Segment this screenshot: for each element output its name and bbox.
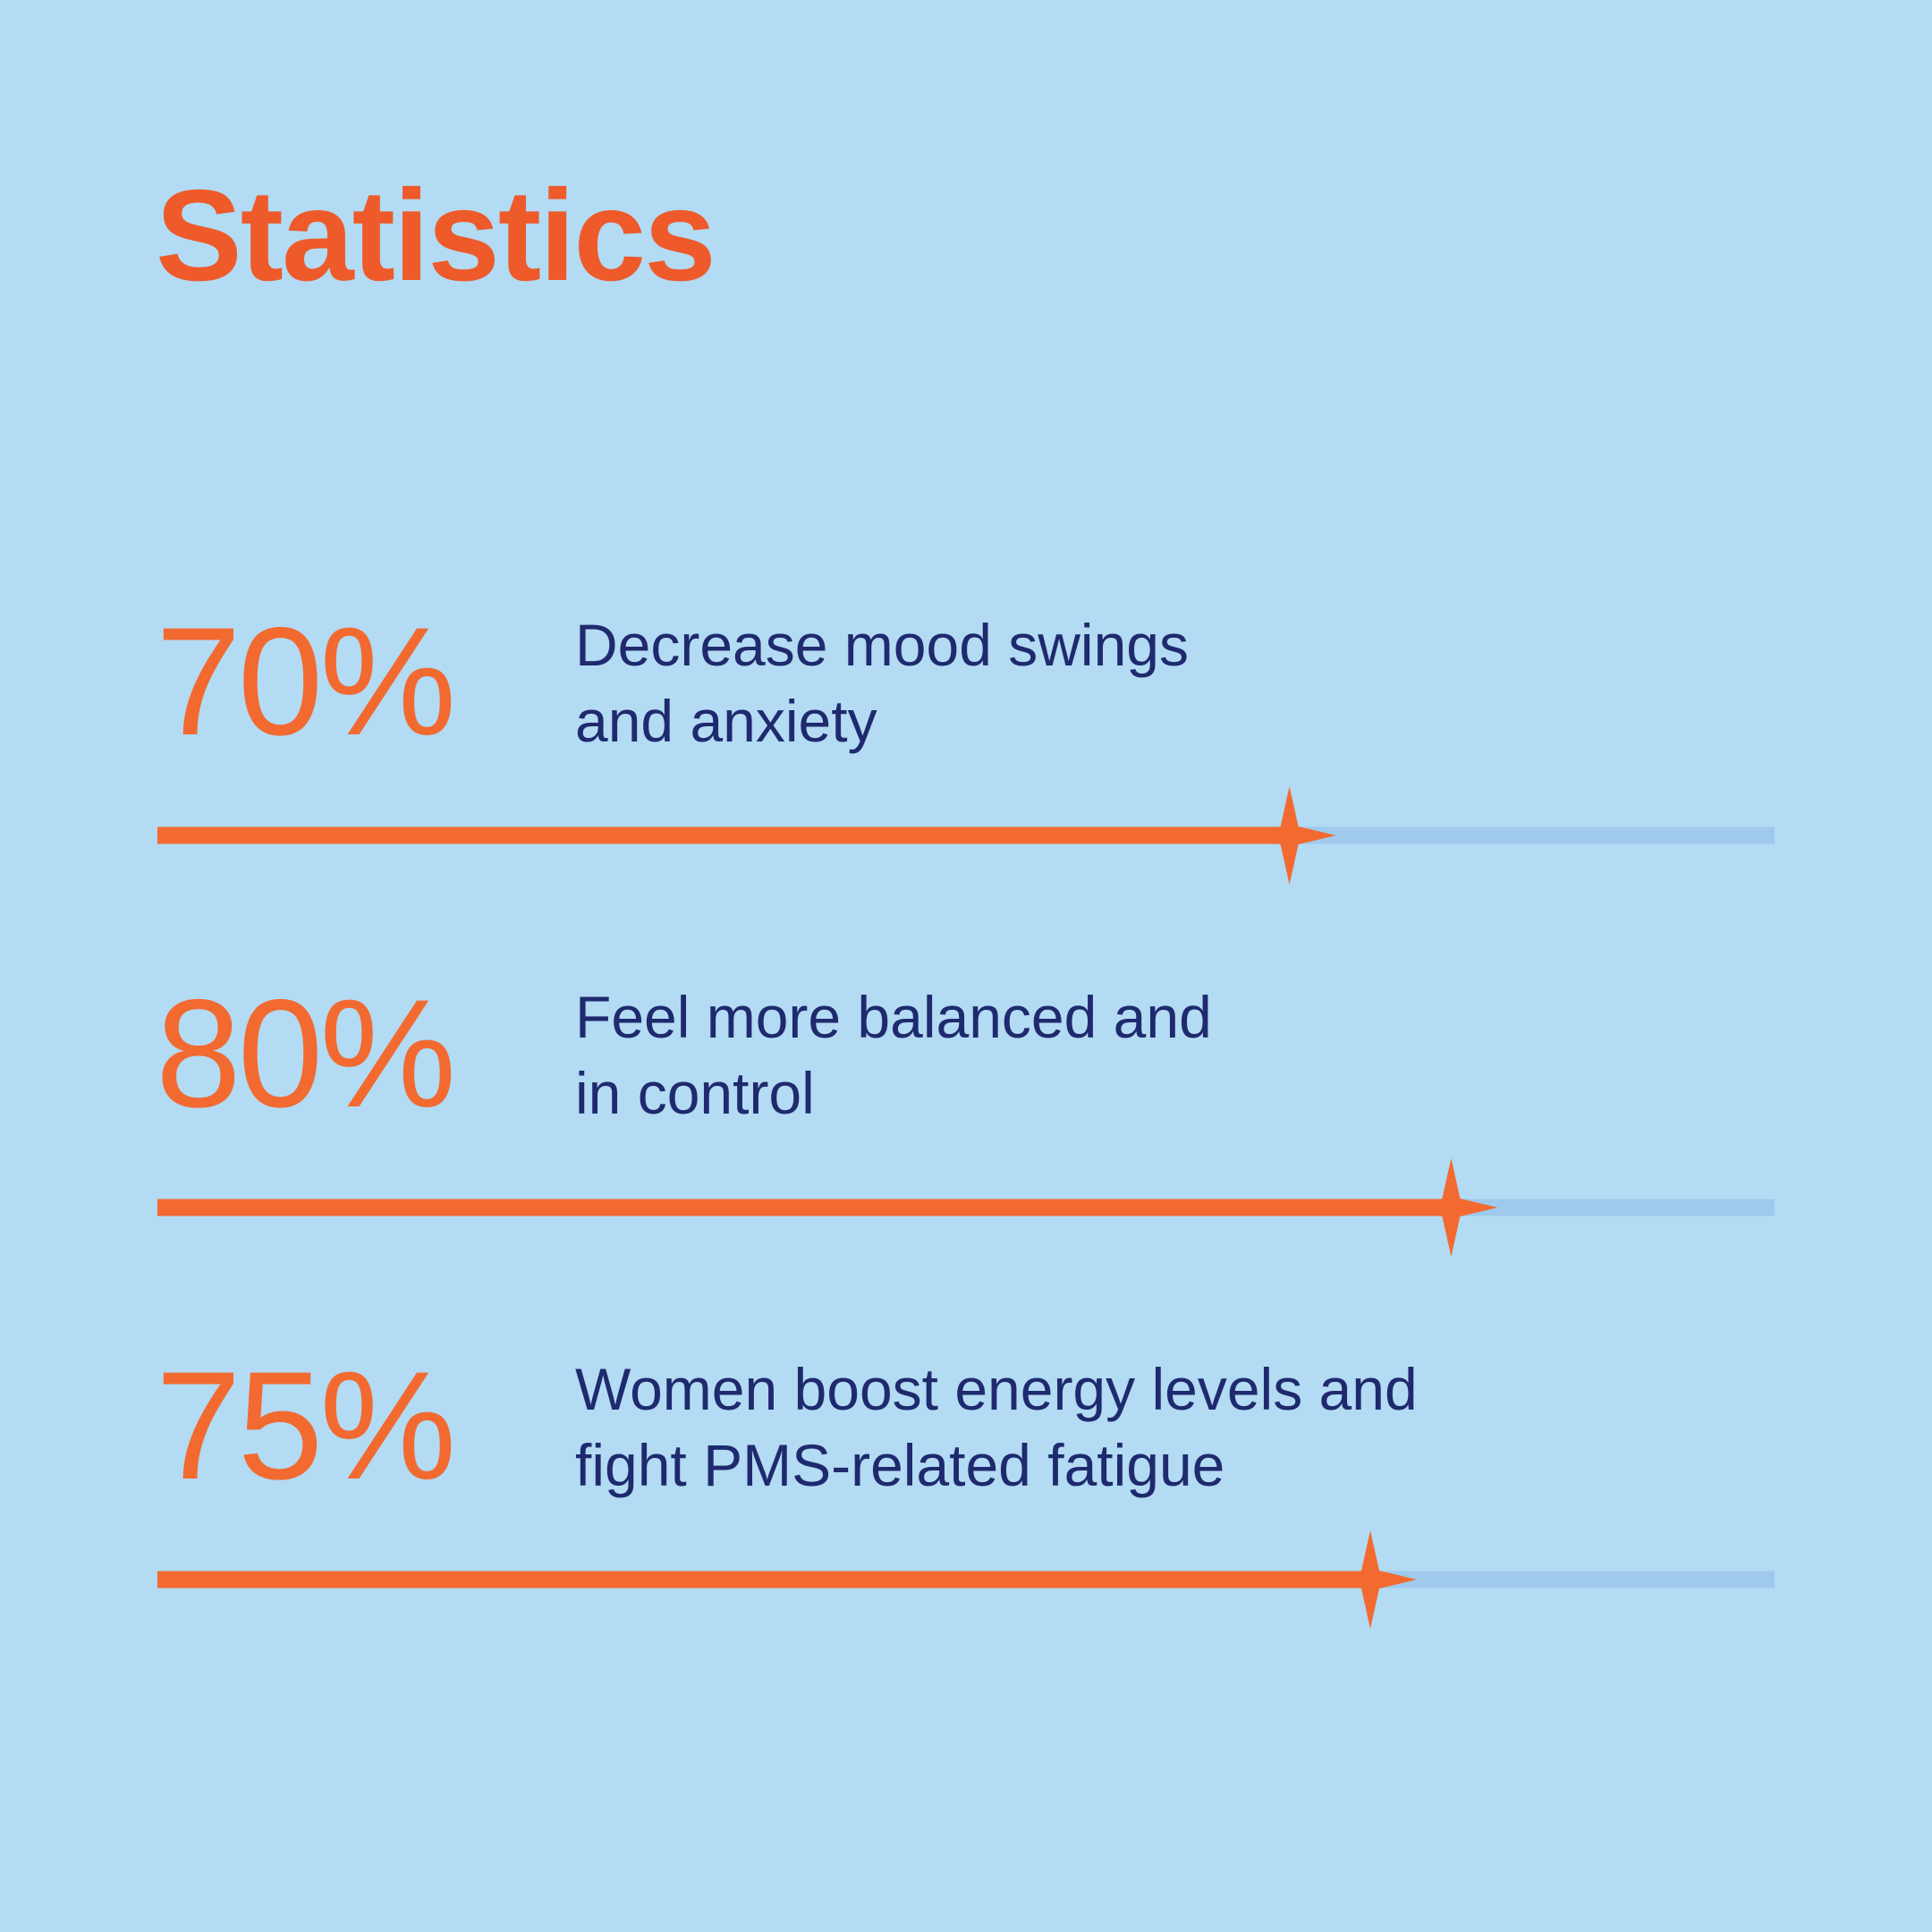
bar-marker xyxy=(1404,1158,1498,1257)
category-label: Feel more balanced and in control xyxy=(575,984,1212,1126)
bar xyxy=(157,1571,1370,1589)
category-label: Decrease mood swings and anxiety xyxy=(575,612,1189,754)
category-label: Women boost energy levels and fight PMS-… xyxy=(575,1356,1418,1498)
value-label: 75% xyxy=(156,1340,456,1512)
bar xyxy=(157,826,1290,844)
bar-marker xyxy=(1242,786,1336,885)
bar xyxy=(157,1199,1452,1216)
value-label: 70% xyxy=(156,596,456,767)
bar-marker xyxy=(1324,1530,1417,1629)
chart-title: Statistics xyxy=(156,163,716,308)
value-label: 80% xyxy=(156,968,456,1140)
